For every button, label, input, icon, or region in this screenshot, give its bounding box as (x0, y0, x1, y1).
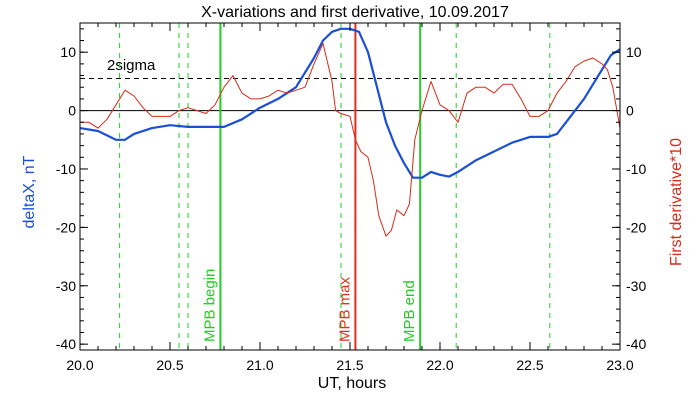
y-axis-label-left: deltaX, nT (21, 155, 38, 228)
event-label-3: MPB begin (201, 269, 218, 342)
x-tick-label-1: 20.5 (156, 357, 183, 373)
y-tick-label-left-2: -10 (56, 161, 76, 177)
chart-title: X-variations and first derivative, 10.09… (201, 4, 509, 21)
x-tick-label-0: 20.0 (66, 357, 93, 373)
y-tick-label-left-1: 0 (68, 103, 76, 119)
event-label-6: MPB end (401, 280, 418, 342)
y-tick-label-left-3: -20 (56, 219, 76, 235)
plot-area: MPB begin MPB max MPB end 20.0 20.5 21.0 21.5 2… (56, 22, 646, 373)
x-axis-label: UT, hours (318, 375, 386, 392)
x-tick-label-3: 21.5 (336, 357, 363, 373)
x-tick-label-4: 22.0 (426, 357, 453, 373)
y-tick-label-right-0: 10 (626, 44, 642, 60)
x-tick-label-5: 22.5 (516, 357, 543, 373)
y-tick-label-right-1: 0 (626, 103, 634, 119)
event-label-5: MPB max (336, 276, 353, 342)
two-sigma-label: 2sigma (107, 57, 156, 74)
series-line-0 (79, 27, 621, 179)
x-tick-label-6: 23.0 (606, 357, 633, 373)
y-tick-label-right-3: -20 (626, 219, 646, 235)
y-tick-label-right-5: -40 (626, 336, 646, 352)
y-tick-label-right-2: -10 (626, 161, 646, 177)
y-tick-label-left-0: 10 (60, 44, 76, 60)
y-axis-label-right: First derivative*10 (668, 138, 685, 266)
y-tick-label-right-4: -30 (626, 278, 646, 294)
y-tick-label-left-4: -30 (56, 278, 76, 294)
series-line-1 (80, 42, 621, 237)
y-tick-label-left-5: -40 (56, 336, 76, 352)
x-tick-label-2: 21.0 (246, 357, 273, 373)
